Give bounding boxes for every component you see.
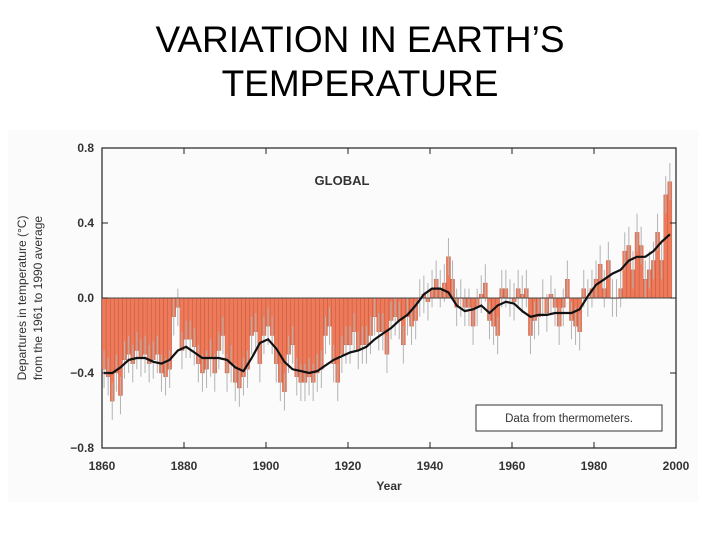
slide-title-line-1: VARIATION IN EARTH’S bbox=[155, 19, 565, 60]
y-axis-label-line-1: Departures in temperature (°C) bbox=[15, 216, 29, 381]
temperature-chart: 1860 1880 1900 1920 1940 1960 1980 2000 0.8 0.4 0.… bbox=[8, 130, 698, 502]
y-tick-label-4: −0.8 bbox=[70, 441, 94, 455]
slide-title: VARIATION IN EARTH’S TEMPERATURE bbox=[0, 18, 720, 106]
x-tick-label-1920: 1920 bbox=[335, 459, 362, 473]
y-axis-label-line-2: from the 1961 to 1990 average bbox=[31, 216, 45, 380]
x-tick-label-1860: 1860 bbox=[89, 459, 116, 473]
x-tick-label-1900: 1900 bbox=[253, 459, 280, 473]
chart-title: GLOBAL bbox=[315, 173, 370, 188]
x-tick-label-1960: 1960 bbox=[499, 459, 526, 473]
x-tick-label-2000: 2000 bbox=[663, 459, 690, 473]
x-tick-label-1880: 1880 bbox=[171, 459, 198, 473]
y-tick-label-2: 0.0 bbox=[77, 291, 94, 305]
annotation-text: Data from thermometers. bbox=[505, 413, 633, 425]
annotation-box: Data from thermometers. bbox=[475, 404, 663, 432]
error-bar-layer bbox=[103, 163, 671, 420]
x-tick-label-1940: 1940 bbox=[417, 459, 444, 473]
y-tick-label-1: 0.4 bbox=[77, 216, 94, 230]
x-axis-label: Year bbox=[376, 479, 402, 493]
x-tick-label-1980: 1980 bbox=[581, 459, 608, 473]
y-tick-label-3: −0.4 bbox=[70, 366, 94, 380]
y-tick-label-0: 0.8 bbox=[77, 141, 94, 155]
tick-layer: 1860 1880 1900 1920 1940 1960 1980 2000 0.8 0.4 0.… bbox=[70, 141, 689, 473]
annotation-frame bbox=[475, 404, 663, 432]
slide-title-line-2: TEMPERATURE bbox=[221, 63, 499, 104]
smoothed-trend-line bbox=[104, 233, 671, 375]
